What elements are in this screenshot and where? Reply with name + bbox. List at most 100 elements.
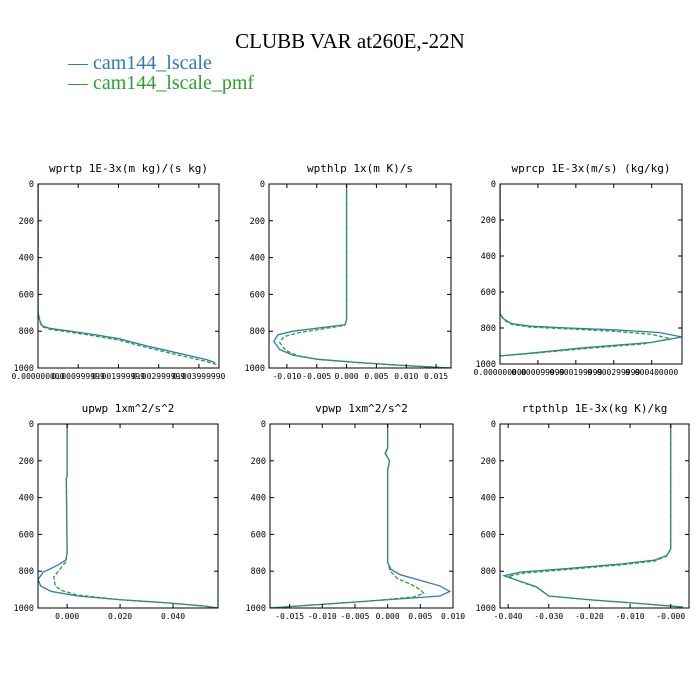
- legend-label: cam144_lscale: [93, 52, 212, 74]
- plot-frame: [37, 423, 219, 609]
- y-tick-label: 1000: [246, 604, 266, 614]
- y-tick-label: 800: [250, 327, 265, 337]
- plot-frame: [499, 183, 683, 365]
- x-tick-label: 0.040: [161, 612, 185, 621]
- x-tick-label: 0.000: [335, 372, 359, 381]
- plot-frame: [268, 183, 452, 369]
- series-line-cam144-lscale-pmf: [53, 424, 218, 608]
- series-line-cam144-lscale: [38, 424, 218, 608]
- x-tick-label: 0.005: [408, 612, 432, 621]
- x-tick-label: -0.015: [275, 612, 304, 621]
- y-tick-label: 800: [481, 324, 496, 334]
- y-tick-label: 200: [251, 457, 266, 467]
- x-tick-label: -0.010: [616, 612, 645, 621]
- x-tick-label: 0.003999990: [172, 372, 225, 381]
- panel-4: upwp 1xm^2/s^2 0 200 400 600 800 1000 0.000 0.02…: [14, 402, 219, 621]
- series-line-cam144-lscale: [272, 184, 451, 368]
- y-tick-label: 400: [250, 254, 265, 264]
- panel-title: wpthlp 1x(m K)/s: [307, 162, 413, 175]
- x-tick-label: -0.000: [656, 612, 685, 621]
- y-tick-label: 800: [251, 567, 266, 577]
- legend-entry-cam144-lscale: — cam144_lscale: [68, 52, 212, 74]
- y-tick-label: 0: [491, 420, 496, 430]
- x-tick-label: 0.000999999: [52, 372, 105, 381]
- y-tick-label: 600: [481, 288, 496, 298]
- series-line-cam144-lscale: [500, 184, 682, 357]
- x-tick-label: -0.005: [341, 612, 370, 621]
- x-tick-label: 0.000099999: [511, 368, 564, 377]
- x-tick-label: 0.000000000: [474, 368, 527, 377]
- y-tick-label: 0: [29, 420, 34, 430]
- legend-entry-cam144-lscale-pmf: — cam144_lscale_pmf: [68, 72, 254, 94]
- y-tick-label: 400: [481, 252, 496, 262]
- x-tick-label: -0.005: [302, 372, 331, 381]
- x-tick-label: -0.020: [575, 612, 604, 621]
- legend-label: cam144_lscale_pmf: [93, 72, 255, 94]
- panel-2: wpthlp 1x(m K)/s 0 200 400 600 800 1000 -0.010-…: [245, 162, 452, 381]
- y-tick-label: 600: [19, 290, 34, 300]
- x-tick-label: 0.020: [108, 612, 132, 621]
- y-tick-label: 400: [481, 494, 496, 504]
- series-line-cam144-lscale-pmf: [278, 184, 451, 368]
- y-tick-label: 400: [251, 494, 266, 504]
- y-tick-label: 0: [261, 420, 266, 430]
- series-line-cam144-lscale-pmf: [505, 424, 683, 608]
- x-tick-label: 0.000199999: [549, 368, 602, 377]
- y-tick-label: 1000: [14, 604, 34, 614]
- x-tick-label: 0.000: [376, 612, 400, 621]
- x-tick-label: 0.000400000: [625, 368, 678, 377]
- y-tick-label: 200: [481, 216, 496, 226]
- series-line-cam144-lscale: [270, 424, 452, 608]
- y-tick-label: 0: [491, 180, 496, 190]
- y-tick-label: 600: [250, 290, 265, 300]
- y-tick-label: 600: [251, 530, 266, 540]
- y-tick-label: 800: [481, 567, 496, 577]
- y-tick-label: 0: [29, 180, 34, 190]
- y-tick-label: 200: [19, 217, 34, 227]
- y-tick-label: 1000: [245, 364, 265, 374]
- panel-5: vpwp 1xm^2/s^2 0 200 400 600 800 1000 -0.015 -0.…: [246, 402, 466, 621]
- plot-frame: [37, 183, 220, 369]
- y-tick-label: 200: [481, 457, 496, 467]
- y-tick-label: 200: [250, 217, 265, 227]
- panel-title: wprtp 1E-3x(m kg)/(s kg): [49, 162, 208, 175]
- y-tick-label: 800: [19, 567, 34, 577]
- series-line-cam144-lscale: [38, 184, 216, 364]
- x-tick-label: 0.005: [364, 372, 388, 381]
- chart-title: CLUBB VAR at260E,-22N: [235, 29, 465, 53]
- y-tick-label: 400: [19, 254, 34, 264]
- legend-swatch: —: [68, 52, 88, 74]
- panel-3: wprcp 1E-3x(m/s) (kg/kg) 0 200 400 600 800 100…: [474, 162, 683, 377]
- x-tick-label: 0.000299999: [587, 368, 640, 377]
- y-tick-label: 600: [19, 530, 34, 540]
- y-tick-label: 600: [481, 530, 496, 540]
- series-line-cam144-lscale-pmf: [38, 184, 219, 366]
- x-tick-label: -0.040: [494, 612, 523, 621]
- panel-title: upwp 1xm^2/s^2: [82, 402, 175, 415]
- y-tick-label: 200: [19, 457, 34, 467]
- y-tick-label: 1000: [14, 364, 34, 374]
- y-tick-label: 1000: [476, 360, 496, 370]
- x-tick-label: 0.015: [424, 372, 448, 381]
- y-tick-label: 400: [19, 494, 34, 504]
- x-tick-label: -0.010: [272, 372, 301, 381]
- plot-frame: [269, 423, 454, 609]
- panel-title: vpwp 1xm^2/s^2: [315, 402, 408, 415]
- x-tick-label: -0.030: [534, 612, 563, 621]
- series-line-cam144-lscale-pmf: [270, 424, 425, 608]
- y-tick-label: 800: [19, 327, 34, 337]
- legend-swatch: —: [68, 72, 88, 94]
- panel-title: rtpthlp 1E-3x(kg K)/kg: [522, 402, 668, 415]
- series-line-cam144-lscale: [501, 424, 683, 608]
- y-tick-label: 0: [260, 180, 265, 190]
- panel-1: wprtp 1E-3x(m kg)/(s kg) 0 200 400 600 800 100…: [12, 162, 226, 381]
- panel-6: rtpthlp 1E-3x(kg K)/kg02004006008001000-…: [476, 402, 690, 621]
- x-tick-label: -0.010: [308, 612, 337, 621]
- x-tick-label: 0.000: [55, 612, 79, 621]
- plot-frame: [499, 423, 690, 609]
- x-tick-label: 0.002999999: [132, 372, 185, 381]
- x-tick-label: 0.001999999: [92, 372, 145, 381]
- y-tick-label: 1000: [476, 604, 496, 614]
- x-tick-label: 0.010: [441, 612, 465, 621]
